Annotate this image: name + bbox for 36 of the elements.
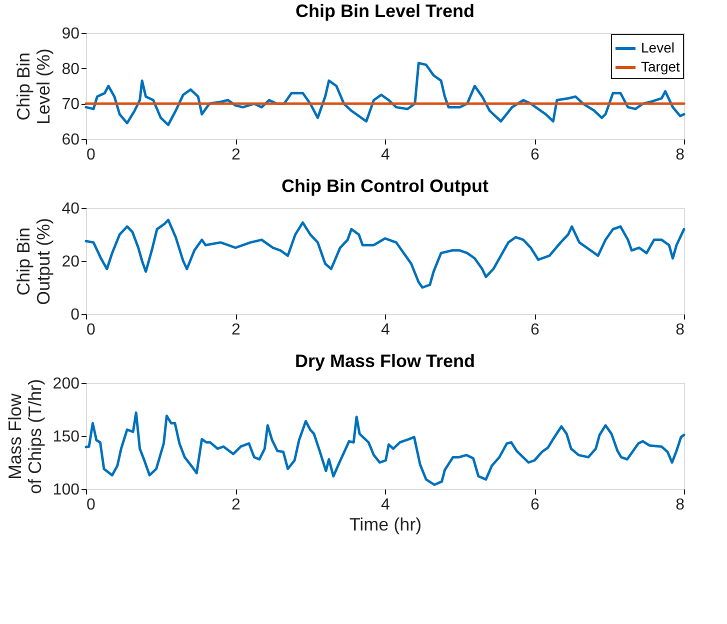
y-axis-title: Chip Bin Level (%) [14,48,54,125]
y-axis-title: Mass Flow of Chips (T/hr) [4,378,45,494]
y-tick-label: 40 [62,200,80,218]
x-tick-label: 6 [530,146,540,164]
y-tick-label: 200 [52,376,80,392]
x-tick-label: 8 [676,322,685,338]
y-tick-label: 70 [62,96,80,114]
y-tick-label: 80 [62,60,80,78]
x-tick-label: 2 [232,496,241,514]
x-tick-label: 4 [381,496,390,514]
chart-title: Chip Bin Control Output [282,176,488,196]
y-tick-label: 100 [52,482,80,498]
x-axis-title: Time (hr) [349,514,422,534]
legend-label: Target [641,58,680,74]
x-tick-label: 2 [232,146,241,164]
y-tick-label: 90 [62,26,80,42]
legend-label: Level [641,40,674,56]
y-tick-label: 0 [70,306,80,324]
x-tick-label: 0 [86,322,96,338]
x-tick-label: 6 [530,496,540,514]
y-tick-label: 60 [62,132,80,148]
x-tick-label: 8 [676,496,685,514]
x-tick-label: 8 [676,146,685,164]
line-series [84,411,686,486]
y-tick-label: 150 [52,428,80,446]
x-tick-label: 0 [86,146,96,164]
line-series [84,218,686,289]
x-tick-label: 2 [232,322,241,338]
x-tick-label: 4 [381,322,390,338]
y-tick-label: 20 [62,254,80,270]
y-axis-title: Chip Bin Output (%) [14,218,54,306]
x-tick-label: 4 [381,146,390,164]
x-tick-label: 6 [530,322,540,338]
chart-title: Chip Bin Level Trend [295,1,475,21]
x-tick-label: 0 [86,496,96,514]
chart-title: Dry Mass Flow Trend [294,351,476,371]
